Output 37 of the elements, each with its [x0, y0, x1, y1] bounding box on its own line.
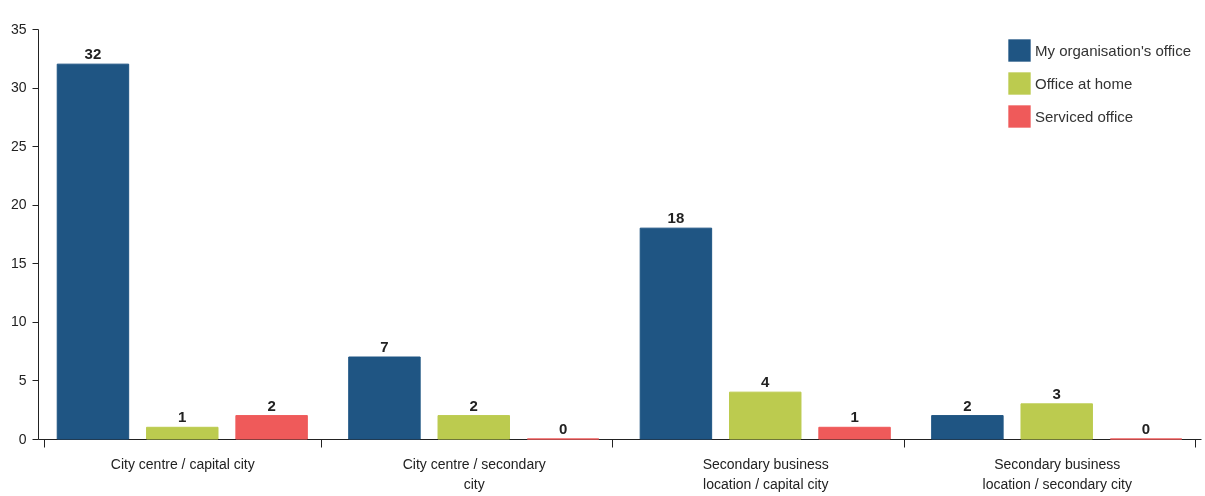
- data-label: 18: [667, 209, 685, 227]
- y-tick-label: 35: [10, 20, 27, 37]
- bar: [818, 426, 891, 440]
- bar: [931, 415, 1004, 440]
- bar: [146, 426, 219, 440]
- bar: [235, 415, 308, 440]
- bar: [437, 415, 510, 440]
- data-label: 1: [178, 408, 187, 426]
- x-tick-label: Secondary business location / secondary city: [982, 455, 1132, 492]
- data-label: 32: [84, 45, 102, 63]
- bar: [1020, 403, 1093, 440]
- y-tick-label: 30: [10, 79, 27, 96]
- bar: [348, 356, 421, 440]
- y-tick-label: 5: [18, 371, 27, 388]
- data-label: 3: [1052, 384, 1061, 402]
- x-tick-label: City centre / capital city: [110, 455, 255, 472]
- y-tick-label: 15: [10, 254, 27, 271]
- x-tick-label: Secondary business location / capital city: [702, 455, 829, 492]
- x-tick-label: City centre / secondary city: [402, 455, 546, 492]
- legend-label: Serviced office: [1035, 107, 1134, 125]
- y-tick-label: 0: [18, 430, 27, 447]
- legend-label: Office at home: [1035, 74, 1133, 92]
- data-label: 2: [963, 396, 972, 414]
- y-tick-label: 10: [10, 313, 27, 330]
- data-label: 7: [380, 338, 389, 355]
- data-label: 0: [558, 420, 568, 437]
- data-label: 4: [761, 373, 771, 391]
- data-label: 1: [850, 408, 859, 426]
- y-tick-label: 20: [10, 196, 27, 213]
- y-tick-label: 25: [10, 137, 27, 154]
- legend-label: My organisation's office: [1035, 41, 1191, 59]
- data-label: 2: [267, 396, 276, 414]
- data-label: 2: [469, 396, 478, 414]
- bar: [56, 63, 130, 440]
- bar: [639, 227, 713, 440]
- bar: [729, 391, 802, 440]
- data-label: 0: [1141, 420, 1151, 437]
